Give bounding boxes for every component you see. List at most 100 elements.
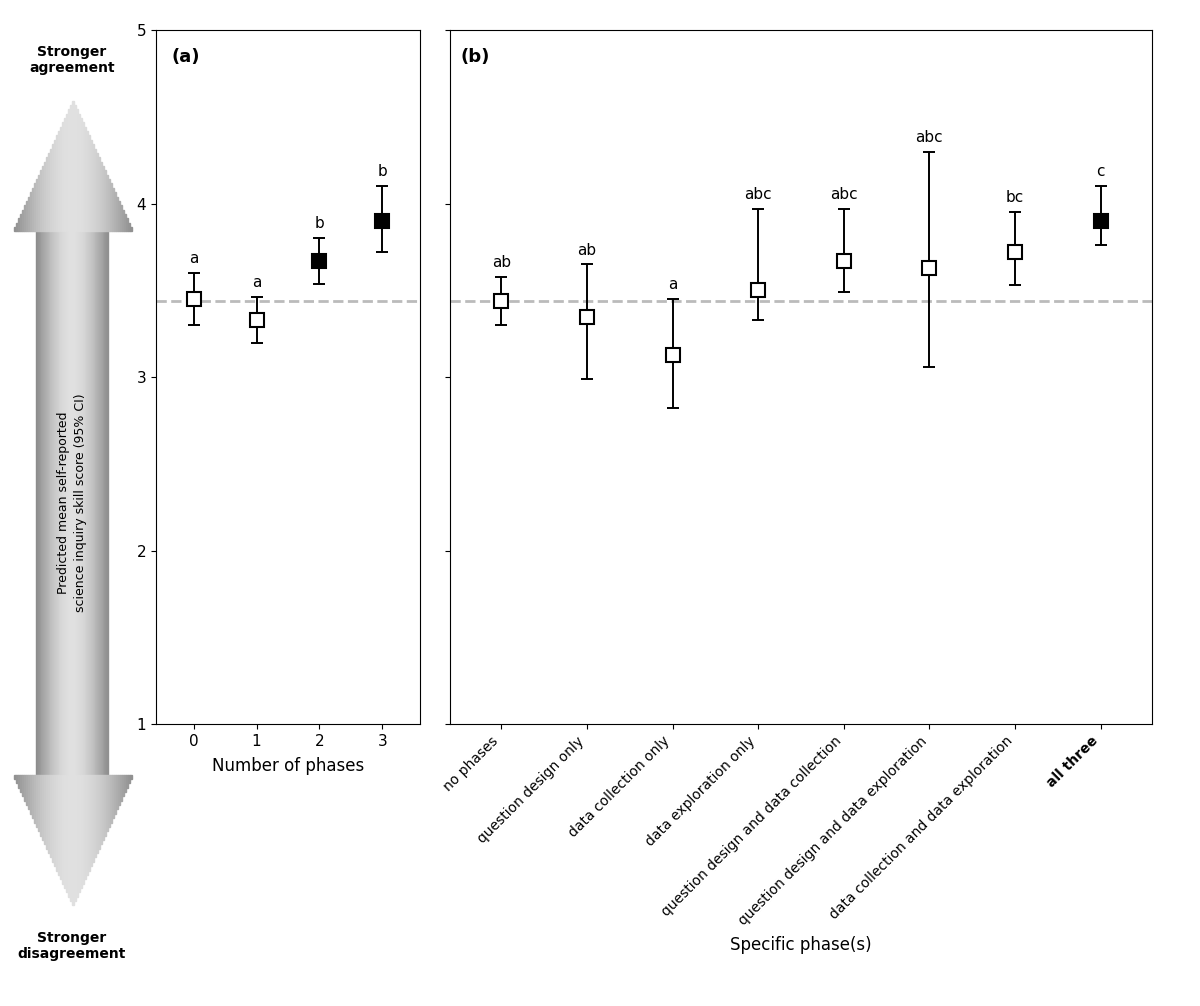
Bar — [48, 153, 50, 231]
Bar — [34, 775, 36, 823]
Bar — [90, 140, 92, 231]
Bar — [44, 775, 46, 844]
Bar — [98, 157, 100, 231]
Bar — [128, 222, 130, 231]
Bar — [24, 775, 26, 801]
Bar — [34, 183, 36, 231]
Bar — [62, 775, 64, 883]
X-axis label: Specific phase(s): Specific phase(s) — [730, 937, 872, 954]
Bar — [60, 127, 62, 231]
Bar — [36, 775, 38, 827]
Bar — [130, 775, 132, 779]
Bar — [106, 775, 108, 831]
Bar — [28, 196, 30, 231]
Bar — [52, 144, 54, 231]
Bar — [82, 775, 84, 883]
Bar — [122, 209, 124, 231]
Bar — [66, 775, 68, 892]
Bar — [38, 775, 40, 831]
Bar — [20, 214, 22, 231]
Bar — [122, 775, 124, 797]
Bar — [120, 205, 122, 231]
Bar — [54, 140, 56, 231]
Bar — [100, 775, 102, 844]
Bar — [88, 775, 90, 870]
Bar — [126, 775, 128, 788]
Bar — [54, 775, 56, 866]
Bar — [68, 775, 70, 896]
Bar — [94, 775, 96, 857]
Text: ab: ab — [577, 242, 596, 258]
Text: abc: abc — [830, 187, 858, 202]
Bar — [82, 123, 84, 231]
Text: c: c — [1097, 164, 1105, 179]
Bar — [70, 775, 72, 901]
Bar — [46, 775, 48, 849]
Text: b: b — [314, 216, 324, 231]
Text: abc: abc — [916, 130, 943, 145]
Bar — [50, 775, 52, 857]
Bar — [114, 192, 116, 231]
Bar — [106, 175, 108, 231]
Bar — [120, 775, 122, 801]
Bar — [126, 218, 128, 231]
Bar — [30, 192, 32, 231]
Bar — [22, 775, 24, 797]
Bar — [116, 196, 118, 231]
Bar — [24, 205, 26, 231]
Bar — [88, 136, 90, 231]
Bar — [66, 114, 68, 231]
Bar — [112, 188, 114, 231]
Bar — [20, 775, 22, 792]
Bar — [110, 775, 112, 823]
Bar — [44, 162, 46, 231]
Bar — [56, 136, 58, 231]
Bar — [74, 105, 76, 231]
Text: Stronger
agreement: Stronger agreement — [29, 45, 115, 75]
Bar — [26, 201, 28, 231]
Bar — [56, 775, 58, 870]
Bar — [80, 775, 82, 888]
Bar — [64, 118, 66, 231]
Bar — [110, 183, 112, 231]
Bar — [78, 775, 80, 892]
Bar — [102, 775, 104, 840]
Bar — [94, 149, 96, 231]
Text: a: a — [190, 252, 198, 267]
Bar — [72, 101, 74, 231]
Bar — [30, 775, 32, 814]
Bar — [112, 775, 114, 818]
Text: (b): (b) — [461, 47, 490, 65]
Bar — [58, 131, 60, 231]
Bar — [50, 149, 52, 231]
Bar — [104, 775, 106, 836]
Bar — [52, 775, 54, 862]
Bar — [116, 775, 118, 810]
Bar — [96, 153, 98, 231]
Bar — [130, 227, 132, 231]
Bar — [96, 775, 98, 853]
Bar — [28, 775, 30, 810]
Bar — [92, 775, 94, 862]
Bar — [32, 775, 34, 818]
Bar — [26, 775, 28, 805]
Text: Predicted mean self-reported
science inquiry skill score (95% CI): Predicted mean self-reported science inq… — [58, 393, 88, 613]
Bar — [118, 775, 120, 805]
Bar — [18, 218, 20, 231]
Bar — [14, 227, 16, 231]
Bar — [70, 105, 72, 231]
Bar — [32, 188, 34, 231]
Bar — [100, 162, 102, 231]
Bar — [14, 775, 16, 779]
Bar — [124, 775, 126, 792]
Bar — [102, 166, 104, 231]
Text: bc: bc — [1006, 190, 1024, 205]
Bar — [76, 110, 78, 231]
Bar — [114, 775, 116, 814]
Bar — [42, 166, 44, 231]
Bar — [124, 214, 126, 231]
Bar — [74, 775, 76, 901]
Bar — [72, 775, 74, 905]
Bar — [60, 775, 62, 879]
X-axis label: Number of phases: Number of phases — [212, 758, 364, 776]
